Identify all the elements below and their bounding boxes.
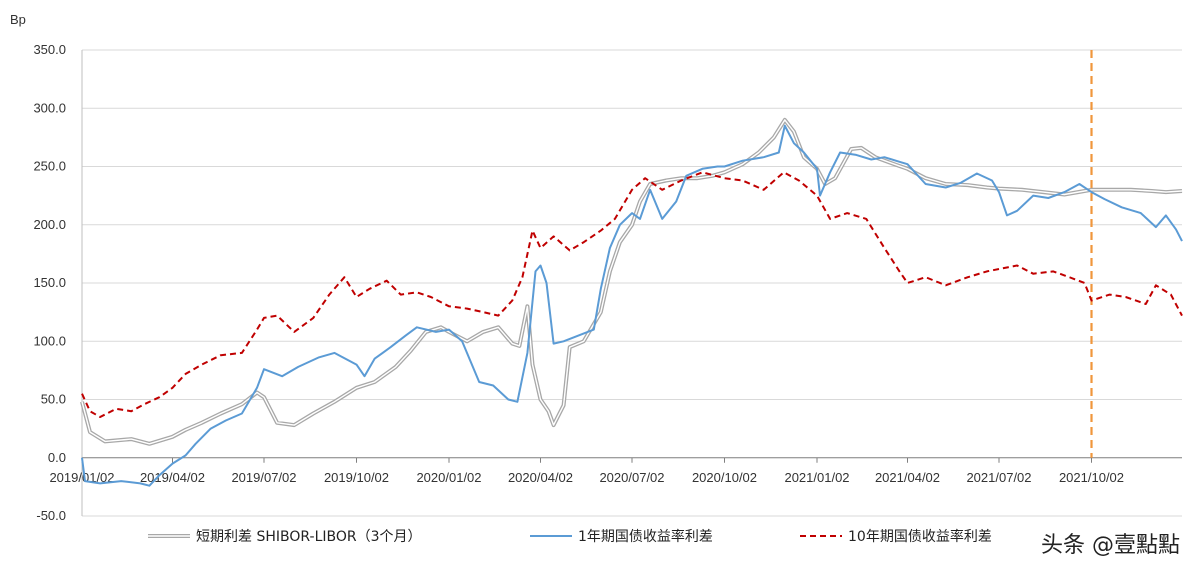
watermark: 头条 @壹點點 bbox=[1041, 533, 1180, 558]
x-tick-label: 2020/01/02 bbox=[416, 470, 481, 485]
series-line-2 bbox=[81, 171, 1183, 418]
x-tick-label: 2019/04/02 bbox=[140, 470, 205, 485]
y-tick-label: 100.0 bbox=[33, 333, 66, 348]
x-tick-label: 2021/04/02 bbox=[875, 470, 940, 485]
series-line-inner-0 bbox=[81, 119, 1183, 445]
legend-label: 10年期国债收益率利差 bbox=[848, 528, 992, 545]
x-tick-label: 2021/01/02 bbox=[784, 470, 849, 485]
y-unit-label: Bp bbox=[10, 12, 26, 27]
series-line-outer-0 bbox=[80, 117, 1183, 446]
legend-label: 1年期国债收益率利差 bbox=[578, 528, 713, 545]
y-tick-label: -50.0 bbox=[36, 508, 66, 523]
series-lines bbox=[80, 117, 1183, 487]
y-tick-label: 350.0 bbox=[33, 42, 66, 57]
y-tick-label: 0.0 bbox=[48, 450, 66, 465]
series-line-1 bbox=[81, 124, 1183, 487]
x-tick-label: 2020/07/02 bbox=[599, 470, 664, 485]
x-tick-label: 2019/01/02 bbox=[49, 470, 114, 485]
x-tick-label: 2021/07/02 bbox=[966, 470, 1031, 485]
x-tick-label: 2021/10/02 bbox=[1059, 470, 1124, 485]
y-tick-label: 300.0 bbox=[33, 100, 66, 115]
axes: 350.0 300.0 250.0 200.0 150.0 100.0 50.0 0.0 -50… bbox=[33, 42, 1182, 523]
y-tick-label: 250.0 bbox=[33, 159, 66, 174]
legend-label: 短期利差 SHIBOR-LIBOR（3个月） bbox=[196, 529, 422, 545]
y-tick-label: 200.0 bbox=[33, 217, 66, 232]
y-tick-label: 150.0 bbox=[33, 275, 66, 290]
x-tick-label: 2019/07/02 bbox=[231, 470, 296, 485]
legend: 短期利差 SHIBOR-LIBOR（3个月） 1年期国债收益率利差 10年期国债收益… bbox=[148, 528, 992, 545]
grid-lines bbox=[82, 49, 1182, 517]
y-tick-label: 50.0 bbox=[41, 392, 66, 407]
x-tick-label: 2019/10/02 bbox=[324, 470, 389, 485]
x-tick-label: 2020/10/02 bbox=[692, 470, 757, 485]
x-tick-label: 2020/04/02 bbox=[508, 470, 573, 485]
